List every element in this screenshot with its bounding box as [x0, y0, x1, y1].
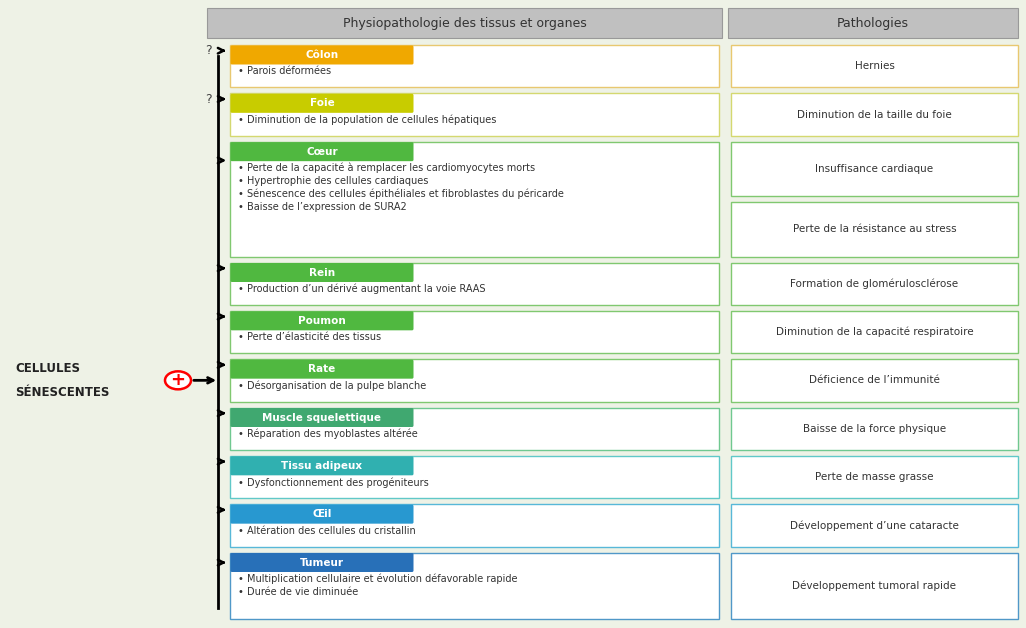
Text: Diminution de la capacité respiratoire: Diminution de la capacité respiratoire	[776, 327, 974, 337]
Text: Pathologies: Pathologies	[837, 16, 909, 30]
Text: Muscle squelettique: Muscle squelettique	[263, 413, 382, 423]
Bar	[230, 263, 719, 305]
Text: • Altération des cellules du cristallin: • Altération des cellules du cristallin	[238, 526, 416, 536]
Text: Foie: Foie	[310, 99, 334, 109]
Text: • Hypertrophie des cellules cardiaques: • Hypertrophie des cellules cardiaques	[238, 176, 429, 186]
Bar	[731, 359, 1018, 401]
Text: Hernies: Hernies	[855, 61, 895, 71]
Text: ?: ?	[205, 92, 211, 106]
Text: • Réparation des myoblastes altérée: • Réparation des myoblastes altérée	[238, 429, 418, 439]
Text: • Perte d’élasticité des tissus: • Perte d’élasticité des tissus	[238, 332, 381, 342]
FancyBboxPatch shape	[231, 45, 413, 65]
Text: Tissu adipeux: Tissu adipeux	[281, 461, 362, 471]
FancyBboxPatch shape	[231, 408, 413, 427]
Text: Baisse de la force physique: Baisse de la force physique	[803, 424, 946, 434]
Text: • Baisse de l’expression de SURA2: • Baisse de l’expression de SURA2	[238, 202, 406, 212]
Text: Poumon: Poumon	[299, 316, 346, 326]
Text: SÉNESCENTES: SÉNESCENTES	[15, 386, 110, 399]
FancyBboxPatch shape	[231, 457, 413, 475]
Text: Œil: Œil	[312, 509, 331, 519]
Text: • Parois déformées: • Parois déformées	[238, 67, 331, 77]
Bar	[230, 142, 719, 256]
Bar	[230, 408, 719, 450]
Text: • Diminution de la population de cellules hépatiques: • Diminution de la population de cellule…	[238, 114, 497, 125]
Text: • Durée de vie diminuée: • Durée de vie diminuée	[238, 587, 358, 597]
Text: CELLULES: CELLULES	[15, 362, 80, 375]
Bar	[230, 456, 719, 498]
Bar	[230, 311, 719, 353]
Bar	[230, 45, 719, 87]
Text: • Production d’un dérivé augmentant la voie RAAS: • Production d’un dérivé augmentant la v…	[238, 284, 485, 295]
Text: Insuffisance cardiaque: Insuffisance cardiaque	[816, 164, 934, 174]
Text: Perte de masse grasse: Perte de masse grasse	[816, 472, 934, 482]
FancyBboxPatch shape	[231, 263, 413, 282]
Bar	[731, 202, 1018, 256]
Text: Cœur: Cœur	[306, 147, 338, 156]
Ellipse shape	[165, 371, 191, 389]
Text: Diminution de la taille du foie: Diminution de la taille du foie	[797, 109, 952, 119]
Bar	[731, 45, 1018, 87]
Text: Déficience de l’immunité: Déficience de l’immunité	[810, 376, 940, 386]
Text: • Multiplication cellulaire et évolution défavorable rapide: • Multiplication cellulaire et évolution…	[238, 574, 517, 584]
Bar	[207, 8, 722, 38]
FancyBboxPatch shape	[231, 94, 413, 113]
Bar	[731, 408, 1018, 450]
Text: ?: ?	[205, 44, 211, 57]
Bar	[230, 504, 719, 546]
Bar	[731, 504, 1018, 546]
Bar	[230, 359, 719, 401]
FancyBboxPatch shape	[231, 360, 413, 379]
Text: Formation de glomérulosclérose: Formation de glomérulosclérose	[790, 278, 958, 289]
Text: • Dysfonctionnement des progéniteurs: • Dysfonctionnement des progéniteurs	[238, 477, 429, 487]
Bar	[230, 94, 719, 136]
Text: Tumeur: Tumeur	[300, 558, 344, 568]
FancyBboxPatch shape	[231, 311, 413, 330]
Text: Physiopathologie des tissus et organes: Physiopathologie des tissus et organes	[343, 16, 587, 30]
Bar	[731, 456, 1018, 498]
Bar	[731, 142, 1018, 196]
Text: Perte de la résistance au stress: Perte de la résistance au stress	[793, 224, 956, 234]
FancyBboxPatch shape	[231, 553, 413, 572]
Text: Développement tumoral rapide: Développement tumoral rapide	[792, 580, 956, 591]
Text: • Perte de la capacité à remplacer les cardiomyocytes morts: • Perte de la capacité à remplacer les c…	[238, 163, 536, 173]
FancyBboxPatch shape	[231, 505, 413, 524]
Bar	[731, 311, 1018, 353]
Bar	[731, 263, 1018, 305]
Bar	[731, 94, 1018, 136]
Text: Développement d’une cataracte: Développement d’une cataracte	[790, 520, 959, 531]
Text: Rein: Rein	[309, 268, 336, 278]
Bar	[728, 8, 1018, 38]
FancyBboxPatch shape	[231, 142, 413, 161]
Bar	[731, 553, 1018, 619]
Text: • Sénescence des cellules épithéliales et fibroblastes du péricarde: • Sénescence des cellules épithéliales e…	[238, 189, 564, 200]
Text: Côlon: Côlon	[306, 50, 339, 60]
Text: • Désorganisation de la pulpe blanche: • Désorganisation de la pulpe blanche	[238, 381, 426, 391]
Text: +: +	[170, 371, 186, 389]
Text: Rate: Rate	[309, 364, 336, 374]
Bar	[230, 553, 719, 619]
